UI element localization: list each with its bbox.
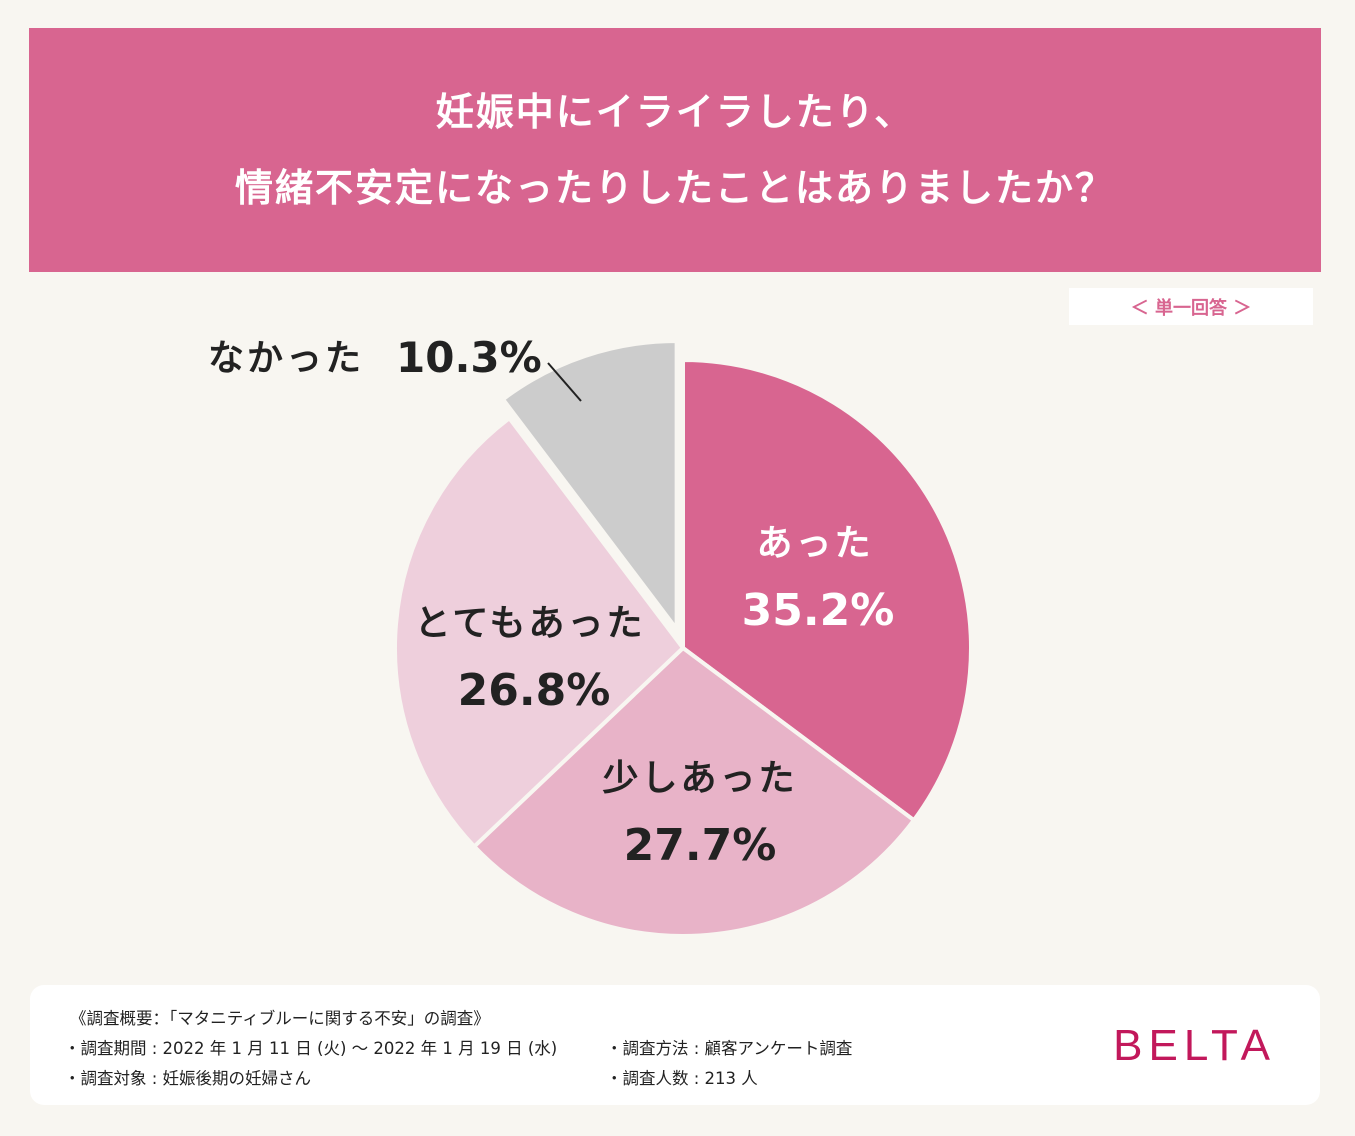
slice-label-value: 35.2%	[742, 585, 895, 636]
slice-label-value: 26.8%	[458, 665, 611, 716]
slice-label-name: とてもあった	[414, 603, 645, 644]
survey-period: ・調査期間 : 2022 年 1 月 11 日 (火) 〜 2022 年 1 月…	[64, 1039, 558, 1058]
title-line-2: 情緒不安定になったりしたことはありましたか？	[234, 165, 1115, 210]
slice-label-name: あった	[756, 523, 873, 564]
pie-slice-4	[500, 339, 679, 636]
survey-summary: 《調査概要：「マタニティブルーに関する不安」の調査》	[70, 1009, 490, 1028]
slice-label-name: なかった	[208, 338, 364, 379]
answer-type-badge: ＜ 単一回答 ＞	[1069, 288, 1313, 325]
survey-target: ・調査対象 : 妊娠後期の妊婦さん	[64, 1069, 312, 1088]
pie-slice-3	[393, 415, 686, 850]
brand-logo: BELTA	[1113, 1021, 1276, 1070]
slice-label-name: 少しあった	[602, 758, 797, 799]
slice-label-value: 10.3%	[396, 333, 542, 382]
pie-slice-1	[681, 357, 973, 823]
survey-footer: 《調査概要：「マタニティブルーに関する不安」の調査》 ・調査期間 : 2022 …	[30, 985, 1320, 1105]
slice-label-value: 27.7%	[624, 820, 777, 871]
survey-method: ・調査方法 : 顧客アンケート調査	[606, 1039, 853, 1058]
survey-count: ・調査人数 : 213 人	[606, 1069, 758, 1088]
pie-slice-2	[471, 645, 917, 938]
leader-line	[547, 362, 582, 402]
title-banner: 妊娠中にイライラしたり、 情緒不安定になったりしたことはありましたか？	[29, 28, 1321, 272]
title-line-1: 妊娠中にイライラしたり、	[435, 89, 915, 134]
